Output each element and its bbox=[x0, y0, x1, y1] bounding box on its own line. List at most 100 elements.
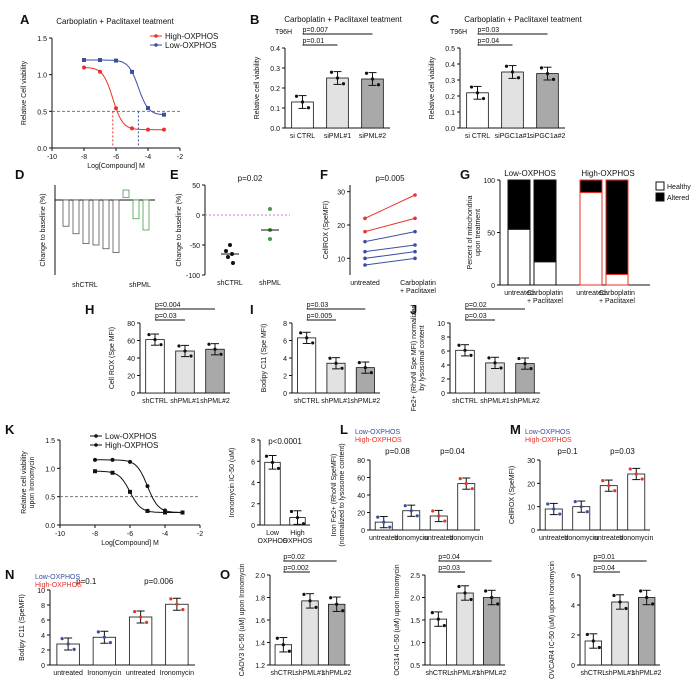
data-point bbox=[481, 96, 486, 101]
x-tick-label: shPML#1 bbox=[170, 398, 200, 405]
x-tick-label: untreated bbox=[53, 670, 83, 677]
curve-line bbox=[94, 470, 183, 513]
y-tick-label: 1.0 bbox=[410, 641, 420, 648]
x-tick-label: shPML#1 bbox=[295, 670, 325, 677]
y-tick-label: 0 bbox=[283, 391, 287, 398]
data-point bbox=[463, 591, 467, 595]
panel-F: 10 20 30 untreated Carboplatin+ Paclitaxel p=… bbox=[323, 174, 436, 295]
data-point bbox=[82, 58, 86, 63]
data-point bbox=[475, 91, 480, 95]
data-point bbox=[219, 352, 223, 356]
altered-segment bbox=[533, 179, 557, 263]
curve-line bbox=[84, 59, 165, 116]
panel-E: 50 0 -50 -100 shCTRL shPML p=0.02 Change to bas… bbox=[176, 174, 290, 287]
data-point bbox=[457, 343, 461, 347]
y-tick-label: 4 bbox=[283, 356, 287, 363]
legend-marker bbox=[154, 34, 158, 38]
y-axis-label: Ironomycin IC-50 (uM) bbox=[229, 448, 236, 518]
y-tick-label: 0.2 bbox=[270, 86, 280, 93]
waterfall-bar bbox=[122, 189, 130, 198]
data-point bbox=[516, 76, 521, 80]
data-point bbox=[607, 484, 611, 488]
p-value-label: p=0.03 bbox=[478, 27, 500, 34]
y-axis-label: Bodipy C11 (Spe MFI) bbox=[261, 324, 268, 393]
x-tick-label: shCTRL bbox=[142, 398, 168, 405]
p-value-label: p=0.03 bbox=[438, 565, 460, 572]
data-point bbox=[552, 507, 556, 511]
data-point bbox=[585, 632, 589, 637]
y-tick-label: 8 bbox=[283, 321, 287, 328]
y-tick-label: 8 bbox=[441, 335, 445, 342]
p-value-label: p=0.03 bbox=[610, 447, 635, 456]
data-point bbox=[618, 600, 622, 604]
data-point bbox=[311, 341, 315, 345]
y-tick-label: 0.1 bbox=[270, 106, 280, 113]
x-tick-label: -6 bbox=[113, 154, 119, 161]
data-point bbox=[72, 647, 76, 652]
waterfall-bar bbox=[72, 199, 80, 235]
y-tick-label: 2 bbox=[571, 633, 575, 640]
data-point bbox=[437, 514, 441, 518]
x-tick-label: + Paclitaxel bbox=[527, 298, 563, 305]
x-tick-label: untreated bbox=[539, 535, 569, 542]
panel-K2: 0 2 4 6 8 Ironomycin IC-50 (uM) LowOXPHOSHighO… bbox=[229, 437, 313, 545]
panel-O2: 0.5 1.0 1.5 2.0 2.5 OC314 IC-50 (uM) upon Iro… bbox=[394, 554, 507, 677]
y-tick-label: -50 bbox=[190, 243, 200, 250]
y-tick-label: 2 bbox=[41, 648, 45, 655]
legend-entry: High-OXPHOS bbox=[165, 32, 218, 41]
y-axis-label: Iron Fe2+ (RhoNl SpeMFI) bbox=[331, 454, 338, 537]
y-tick-label: 8 bbox=[41, 603, 45, 610]
data-point bbox=[93, 457, 97, 462]
panel-J: 0 2 4 6 8 10 Fe2+ (RhoNl Spe MFI) normalized by… bbox=[411, 302, 540, 411]
p-value-label: p=0.1 bbox=[76, 577, 97, 586]
panel-B: 0.0 0.1 0.2 0.3 0.4 Relative cell viability si… bbox=[254, 15, 403, 140]
data-point bbox=[463, 348, 467, 352]
waterfall-bar bbox=[102, 199, 110, 250]
y-tick-label: 0.1 bbox=[445, 110, 455, 117]
y-tick-label: 6 bbox=[41, 618, 45, 625]
x-tick-label: shPML#1 bbox=[450, 670, 480, 677]
x-tick-label: si CTRL bbox=[465, 133, 490, 140]
y-tick-label: 4 bbox=[251, 481, 255, 488]
data-point bbox=[228, 243, 232, 247]
pair-line bbox=[364, 231, 416, 243]
x-tick-label: shPML bbox=[259, 280, 281, 287]
data-point bbox=[469, 85, 474, 89]
y-tick-label: 1.6 bbox=[255, 618, 265, 625]
y-tick-label: 6 bbox=[283, 339, 287, 346]
data-point bbox=[523, 362, 527, 366]
data-point bbox=[601, 479, 605, 483]
y-tick-label: 8 bbox=[251, 438, 255, 445]
data-point bbox=[114, 106, 118, 111]
altered-segment bbox=[579, 179, 603, 194]
x-tick-label: -2 bbox=[197, 531, 203, 538]
data-point bbox=[281, 643, 285, 647]
data-point bbox=[413, 243, 417, 247]
data-point bbox=[413, 256, 417, 261]
y-axis-label: CAOV3 IC-50 (uM) upon Ironomycin bbox=[239, 563, 246, 676]
bar bbox=[326, 77, 349, 129]
x-tick-label: shPML#2 bbox=[632, 670, 662, 677]
panel-letter-B: B bbox=[250, 12, 259, 27]
x-tick-label: -10 bbox=[47, 154, 57, 161]
data-point bbox=[376, 515, 380, 519]
x-tick-label: Low bbox=[266, 530, 280, 537]
data-point bbox=[493, 361, 497, 365]
y-axis-label: by lysosomal content bbox=[419, 325, 426, 390]
y-tick-label: 0 bbox=[196, 213, 200, 220]
panel-letter-H: H bbox=[85, 302, 94, 317]
y-tick-label: 0 bbox=[491, 283, 495, 290]
x-tick-label: shPML#1 bbox=[480, 398, 510, 405]
data-point bbox=[145, 508, 150, 513]
data-point bbox=[264, 454, 269, 458]
y-tick-label: 40 bbox=[127, 356, 135, 363]
data-point bbox=[177, 344, 181, 348]
p-value-label: p=0.03 bbox=[155, 313, 177, 320]
data-point bbox=[98, 69, 102, 74]
x-tick-label: shPML#2 bbox=[510, 398, 540, 405]
x-tick-label: si CTRL bbox=[290, 133, 315, 140]
panel-N: 0 2 4 6 8 10 Bodipy C11 (SpeMFI) untreated Irono… bbox=[19, 574, 195, 677]
y-tick-label: 1.5 bbox=[45, 438, 55, 445]
pair-line bbox=[364, 251, 416, 259]
y-tick-label: 0 bbox=[441, 391, 445, 398]
